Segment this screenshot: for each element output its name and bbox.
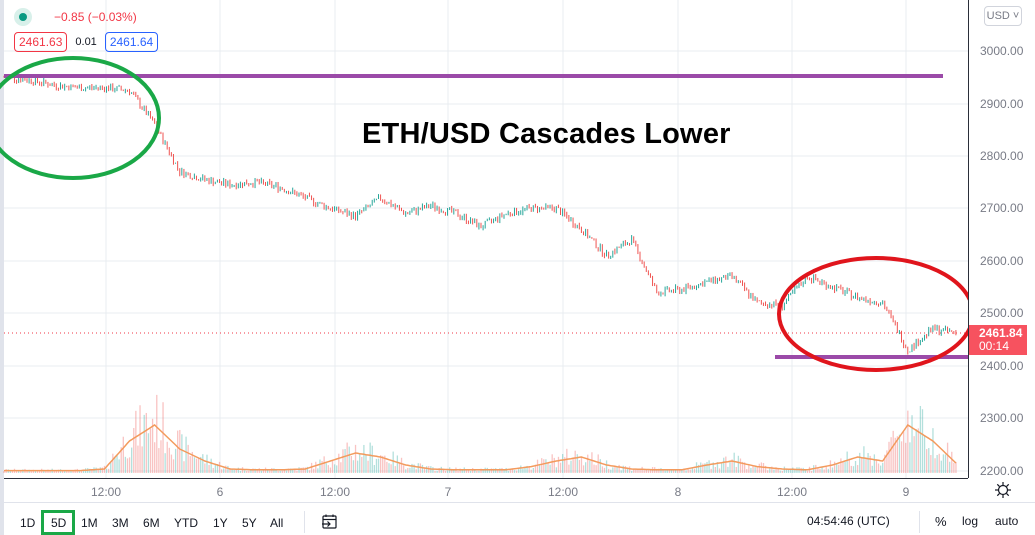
chart-settings-icon[interactable] xyxy=(994,481,1012,499)
time-tick: 12:00 xyxy=(547,485,579,499)
price-tick: 2200.00 xyxy=(980,464,1024,478)
toolbar-separator xyxy=(919,511,920,533)
price-tick: 2700.00 xyxy=(980,201,1024,215)
percent-scale-toggle[interactable]: % xyxy=(935,514,947,529)
volume-moving-average xyxy=(4,423,957,472)
time-tick: 12:00 xyxy=(776,485,808,499)
range-5d-highlight xyxy=(41,510,75,535)
auto-scale-toggle[interactable]: auto xyxy=(995,514,1019,528)
price-tick: 3000.00 xyxy=(980,44,1024,58)
price-tick: 2800.00 xyxy=(980,149,1024,163)
time-tick: 8 xyxy=(674,485,682,499)
time-tick: 7 xyxy=(444,485,452,499)
candle-countdown: 00:14 xyxy=(979,339,1010,353)
horizontal-gridlines xyxy=(4,50,968,472)
annotation-title[interactable]: ETH/USD Cascades Lower xyxy=(362,118,731,150)
last-price-label: 2461.84 00:14 xyxy=(969,325,1027,355)
buy-price-button[interactable]: 2461.64 xyxy=(104,32,159,52)
range-ytd-button[interactable]: YTD xyxy=(174,516,198,530)
range-5y-button[interactable]: 5Y xyxy=(242,516,257,530)
sell-price-button[interactable]: 2461.63 xyxy=(14,32,68,52)
range-6m-button[interactable]: 6M xyxy=(143,516,160,530)
time-tick: 6 xyxy=(216,485,224,499)
price-tick: 2900.00 xyxy=(980,97,1024,111)
price-tick: 2300.00 xyxy=(980,411,1024,425)
symbol-legend: −0.85 (−0.03%) 2461.63 0.01 2461.64 xyxy=(14,8,159,52)
bottom-toolbar xyxy=(4,502,1035,535)
utc-clock[interactable]: 04:54:46 (UTC) xyxy=(807,514,890,528)
left-toolbar-edge xyxy=(0,0,4,535)
range-1y-button[interactable]: 1Y xyxy=(213,516,228,530)
time-tick: 12:00 xyxy=(90,485,122,499)
range-1m-button[interactable]: 1M xyxy=(81,516,98,530)
go-to-date-icon[interactable] xyxy=(321,514,339,530)
price-tick: 2400.00 xyxy=(980,359,1024,373)
market-status-icon[interactable] xyxy=(14,8,32,26)
log-scale-toggle[interactable]: log xyxy=(962,514,979,528)
currency-button[interactable]: USD ˅ xyxy=(984,6,1022,26)
range-5d-button[interactable]: 5D xyxy=(51,516,67,530)
range-3m-button[interactable]: 3M xyxy=(112,516,129,530)
time-axis[interactable]: 12:00 6 12:00 7 12:00 8 12:00 9 xyxy=(4,478,968,502)
spread-value: 0.01 xyxy=(75,36,97,48)
price-candles xyxy=(3,75,957,355)
range-all-button[interactable]: All xyxy=(270,516,284,530)
price-tick: 2500.00 xyxy=(980,306,1024,320)
toolbar-separator xyxy=(304,511,305,533)
price-chart[interactable] xyxy=(0,0,968,478)
price-change: −0.85 (−0.03%) xyxy=(54,10,137,24)
green-ellipse-annotation[interactable] xyxy=(0,56,161,180)
vertical-gridlines xyxy=(105,0,907,478)
time-tick: 12:00 xyxy=(319,485,351,499)
price-axis[interactable] xyxy=(968,0,1035,478)
time-tick: 9 xyxy=(902,485,910,499)
volume-bars xyxy=(3,394,957,473)
last-price-value: 2461.84 xyxy=(979,326,1023,340)
range-1d-button[interactable]: 1D xyxy=(20,516,36,530)
red-ellipse-annotation[interactable] xyxy=(777,256,968,372)
price-tick: 2600.00 xyxy=(980,254,1024,268)
